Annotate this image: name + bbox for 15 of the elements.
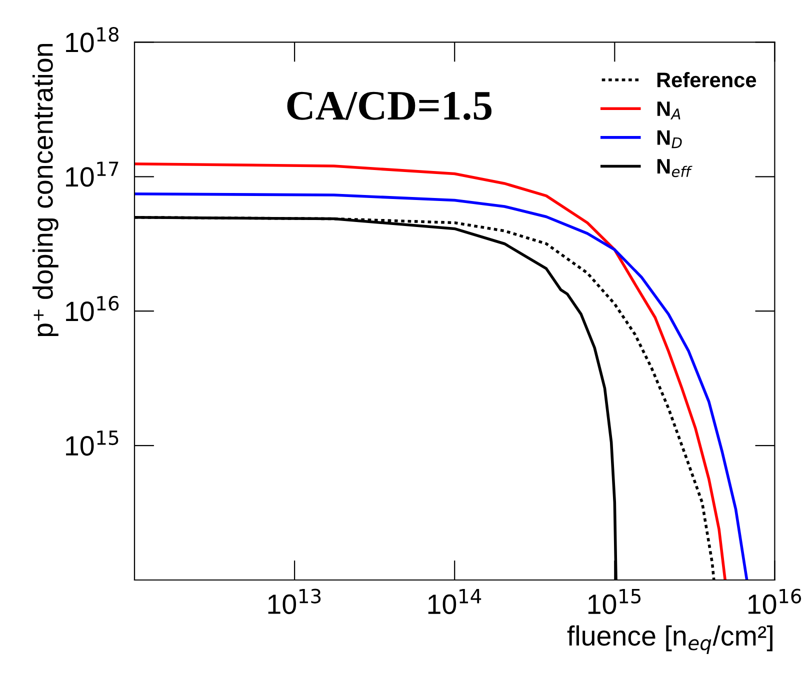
legend-label: N$_{A}$ bbox=[657, 102, 680, 120]
x-tick-label: 10$^{16}$ bbox=[748, 588, 802, 614]
annotation: CA/CD=1.5 bbox=[287, 92, 492, 120]
x-tick-label: 10$^{15}$ bbox=[588, 589, 641, 614]
x-tick-label: 10$^{14}$ bbox=[428, 589, 482, 614]
legend-label: N$_{D}$ bbox=[657, 130, 682, 148]
y-tick-label: 10$^{15}$ bbox=[66, 430, 118, 456]
y-tick-label: 10$^{17}$ bbox=[66, 162, 118, 187]
legend-label: Reference bbox=[657, 72, 756, 88]
y-tick-label: 10$^{18}$ bbox=[66, 26, 119, 52]
x-tick-label: 10$^{13}$ bbox=[268, 588, 321, 614]
legend-label: N$_{eff}$ bbox=[657, 159, 692, 178]
y-tick-label: 10$^{16}$ bbox=[66, 296, 119, 322]
y-axis-title: p⁺ doping concentration bbox=[32, 44, 58, 336]
x-axis-title: fluence [n$_{eq}$/cm²] bbox=[567, 625, 772, 654]
